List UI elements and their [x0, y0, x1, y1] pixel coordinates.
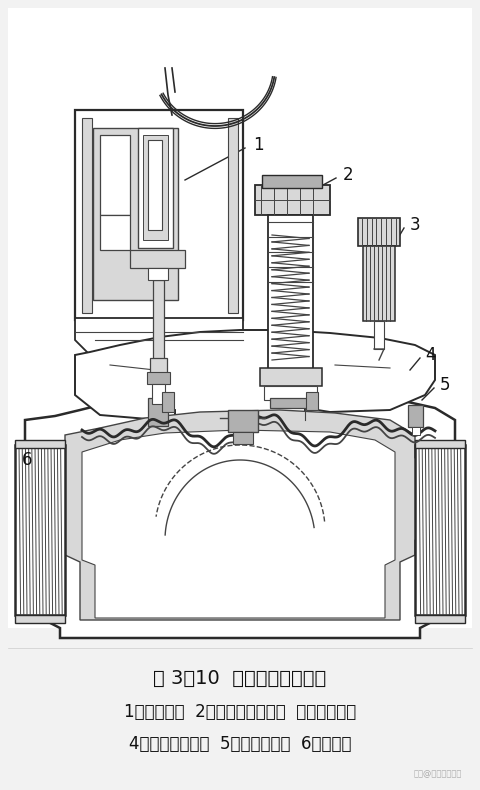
- Bar: [233, 432, 253, 444]
- Bar: [306, 392, 318, 410]
- Bar: [415, 440, 465, 448]
- Bar: [153, 280, 164, 360]
- Text: 5: 5: [440, 376, 450, 394]
- Bar: [415, 615, 465, 623]
- Bar: [268, 215, 313, 370]
- Bar: [15, 445, 65, 615]
- Text: 4－电磁阀上腔；  5－橡皮隔膜；  6－导流孔: 4－电磁阀上腔； 5－橡皮隔膜； 6－导流孔: [129, 735, 351, 753]
- Bar: [408, 405, 423, 427]
- Bar: [260, 368, 322, 386]
- Bar: [358, 218, 400, 246]
- Bar: [15, 615, 65, 623]
- Bar: [264, 386, 317, 400]
- Bar: [148, 140, 162, 230]
- Polygon shape: [25, 390, 455, 638]
- Bar: [262, 175, 322, 188]
- Bar: [147, 372, 170, 384]
- Bar: [363, 246, 395, 321]
- Text: 2: 2: [343, 166, 353, 184]
- Text: 4: 4: [425, 346, 435, 364]
- Text: 图 3－10  电磁阀结构示意图: 图 3－10 电磁阀结构示意图: [154, 668, 326, 687]
- Bar: [100, 135, 130, 215]
- Text: 3: 3: [410, 216, 420, 234]
- Polygon shape: [40, 410, 440, 620]
- Bar: [138, 128, 173, 248]
- Bar: [143, 135, 168, 240]
- Bar: [270, 398, 310, 408]
- Bar: [15, 440, 65, 448]
- Bar: [412, 427, 420, 435]
- Text: 6: 6: [22, 451, 32, 469]
- Bar: [150, 358, 167, 373]
- Bar: [93, 128, 178, 300]
- Bar: [148, 268, 168, 280]
- Bar: [374, 321, 384, 349]
- Polygon shape: [75, 330, 435, 420]
- Bar: [228, 410, 258, 432]
- Bar: [100, 215, 130, 250]
- Bar: [228, 118, 238, 313]
- Text: 1－电磁头；  2－流量调节手柄；  外排气螺丝；: 1－电磁头； 2－流量调节手柄； 外排气螺丝；: [124, 703, 356, 721]
- Bar: [152, 384, 165, 404]
- Polygon shape: [75, 318, 243, 360]
- Text: 1: 1: [252, 136, 264, 154]
- Bar: [415, 445, 465, 615]
- Bar: [75, 110, 243, 320]
- Bar: [8, 8, 472, 628]
- Polygon shape: [82, 430, 395, 618]
- Bar: [82, 118, 92, 313]
- Text: 头条@电气自动化圈: 头条@电气自动化圈: [414, 769, 462, 778]
- Bar: [162, 392, 174, 412]
- Bar: [255, 185, 330, 215]
- Bar: [130, 250, 185, 268]
- Bar: [148, 398, 168, 426]
